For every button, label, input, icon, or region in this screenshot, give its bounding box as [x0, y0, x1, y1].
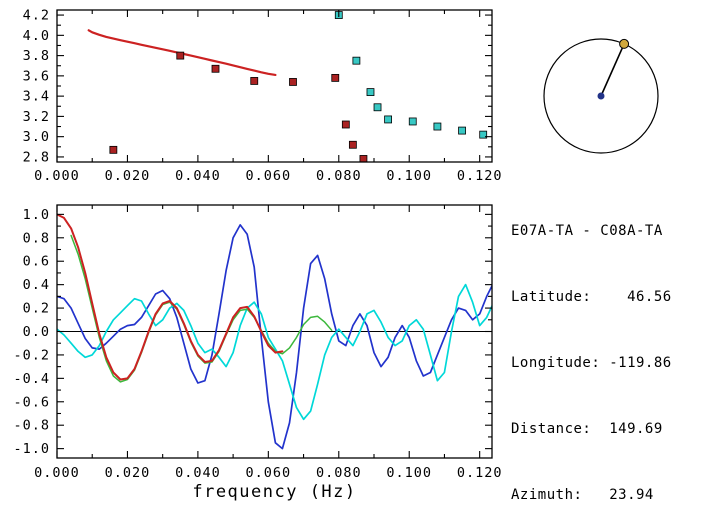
cyan-squares-point [352, 56, 361, 65]
series-layer [87, 11, 488, 162]
red-squares-point [341, 120, 350, 129]
y-tick-label: -0.6 [13, 394, 50, 410]
red-squares-point [109, 145, 118, 154]
y-tick-label: 4.0 [23, 28, 50, 44]
red-squares-point [176, 51, 185, 60]
y-tick-label: 0.4 [23, 277, 50, 293]
x-tick-label: 0.000 [34, 168, 80, 184]
y-tick-label: 3.4 [23, 89, 50, 105]
correlation-plot: 0.000 0.020 0.040 0.060 0.080 0.100 0.120 1.0 0.… [13, 204, 503, 502]
y-tick-label: 0.8 [23, 230, 50, 246]
x-axis-label: frequency (Hz) [192, 482, 356, 502]
x-tick-label: 0.100 [386, 168, 432, 184]
y-tick-label: -1.0 [13, 441, 50, 457]
y-tick-label: 3.2 [23, 109, 50, 125]
info-line-azimuth: Azimuth: 23.94 [511, 487, 654, 503]
x-tick-label: 0.020 [105, 168, 151, 184]
y-tick-label: 0.6 [23, 254, 50, 270]
cyan-squares-point [366, 88, 375, 96]
green-trace-curve [70, 234, 333, 383]
y-tick-label: 4.2 [23, 8, 50, 24]
azimuth-line [600, 43, 625, 97]
red-squares-point [331, 73, 340, 82]
x-tick-label: 0.060 [246, 168, 292, 184]
y-tick-label: 3.0 [23, 129, 50, 145]
y-tick-label: 3.8 [23, 48, 50, 64]
x-tick-label: 0.080 [316, 168, 362, 184]
cyan-squares-point [384, 115, 392, 124]
x-tick-label: 0.100 [386, 465, 432, 481]
station-center-dot [597, 92, 605, 100]
cyan-squares-point [433, 122, 442, 131]
y-tick-label: 0.0 [23, 324, 50, 340]
azimuth-dial [543, 38, 659, 154]
info-line-latitude: Latitude: 46.56 [511, 289, 672, 305]
cyan-squares-point [458, 126, 466, 135]
x-tick-label: 0.040 [175, 168, 221, 184]
cyan-squares-point [408, 117, 417, 126]
y-tick-label: 2.8 [23, 149, 50, 165]
info-line-distance: Distance: 149.69 [511, 421, 663, 437]
x-tick-label: 0.000 [34, 465, 80, 481]
series-layer [57, 213, 492, 450]
x-tick-label: 0.080 [316, 465, 362, 481]
red-squares-point [250, 77, 259, 85]
y-tick-label: 1.0 [23, 207, 50, 223]
red-trace-curve [57, 213, 284, 381]
red-squares-point [289, 78, 297, 86]
cyan-squares-point [479, 130, 488, 139]
blue-trace-curve [57, 224, 492, 450]
axis-frame [56, 9, 493, 163]
y-tick-label: 3.6 [23, 68, 50, 84]
x-tick-label: 0.060 [246, 465, 292, 481]
azimuth-circle-outline [543, 38, 659, 154]
station-info-panel: E07A-TA - C08A-TA Latitude: 46.56 Longit… [511, 176, 672, 519]
x-tick-label: 0.020 [105, 465, 151, 481]
y-tick-label: -0.8 [13, 418, 50, 434]
red-squares-point [359, 155, 368, 162]
info-line-longitude: Longitude: -119.86 [511, 355, 672, 371]
station-pair-title: E07A-TA - C08A-TA [511, 223, 663, 239]
y-tick-label: 0.2 [23, 301, 50, 317]
y-tick-label: -0.4 [13, 371, 50, 387]
red-squares-point [348, 140, 357, 149]
cyan-trace-curve [57, 283, 492, 421]
x-tick-label: 0.040 [175, 465, 221, 481]
x-tick-label: 0.120 [457, 465, 503, 481]
y-tick-label: -0.2 [13, 347, 50, 363]
x-tick-label: 0.120 [457, 168, 503, 184]
red-squares-point [211, 64, 220, 73]
azimuth-end-marker [619, 38, 630, 49]
cyan-squares-point [373, 103, 382, 112]
dispersion-plot: 0.000 0.020 0.040 0.060 0.080 0.100 0.120 2.8 3.… [23, 8, 503, 184]
